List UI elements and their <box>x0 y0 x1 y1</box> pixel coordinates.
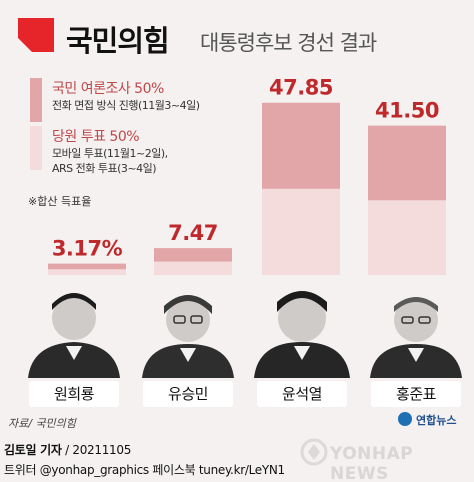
watermark-logo-icon <box>300 438 328 466</box>
bar-poll-2 <box>154 248 232 262</box>
legend-title-poll: 국민 여론조사 50% <box>52 81 164 97</box>
source-note: 자료/ 국민의힘 <box>8 417 76 430</box>
bar-poll-3 <box>262 102 340 189</box>
candidate-name-3: 윤석열 <box>257 381 347 407</box>
candidate-name-1: 원희룡 <box>29 381 119 407</box>
agency-name: 연합뉴스 <box>416 414 457 427</box>
total-label-3: 47.85 <box>269 76 333 100</box>
legend-swatch-party <box>30 126 42 170</box>
agency-logo: 연합뉴스 <box>398 410 472 430</box>
total-label-1: 3.17% <box>52 237 123 261</box>
bar-party-1 <box>48 269 126 275</box>
reporter-name: 김토일 기자 <box>4 443 62 457</box>
byline: 김토일 기자 / 20211105 <box>4 441 131 458</box>
bar-party-2 <box>154 261 232 275</box>
bar-party-4 <box>368 200 446 275</box>
footnote: ※합산 득표율 <box>28 195 92 208</box>
bar-party-3 <box>262 188 340 275</box>
candidate-photo-1 <box>22 280 126 378</box>
party-name: 국민의힘 <box>66 24 170 58</box>
stacked-bar-chart: 3.17% 7.47 47.85 41.50 <box>48 76 446 275</box>
social-links: 트위터 @yonhap_graphics 페이스북 tuney.kr/LeYN1 <box>4 463 285 477</box>
chart-subtitle: 대통령후보 경선 결과 <box>200 31 377 55</box>
bar-poll-4 <box>368 125 446 201</box>
candidate-photo-3 <box>250 280 354 378</box>
candidate-name-4: 홍준표 <box>371 381 461 407</box>
publish-date: / 20211105 <box>65 443 132 457</box>
bar-poll-1 <box>48 263 126 270</box>
legend-desc-party-2: ARS 전화 투표(3~4일) <box>52 162 157 175</box>
legend-swatch-poll <box>30 78 42 122</box>
candidate-photo-2 <box>136 280 240 378</box>
party-logo-icon <box>18 18 54 52</box>
legend-desc-poll: 전화 면접 방식 진행(11월3~4일) <box>52 99 200 112</box>
legend-desc-party-1: 모바일 투표(11월1~2일), <box>52 147 168 160</box>
total-label-4: 41.50 <box>375 99 439 123</box>
agency-logo-icon <box>398 412 412 426</box>
legend-title-party: 당원 투표 50% <box>52 129 140 145</box>
watermark-text: YONHAP NEWS <box>330 444 414 482</box>
total-label-2: 7.47 <box>168 221 218 245</box>
candidate-photo-4 <box>364 280 468 378</box>
candidate-name-2: 유승민 <box>143 381 233 407</box>
